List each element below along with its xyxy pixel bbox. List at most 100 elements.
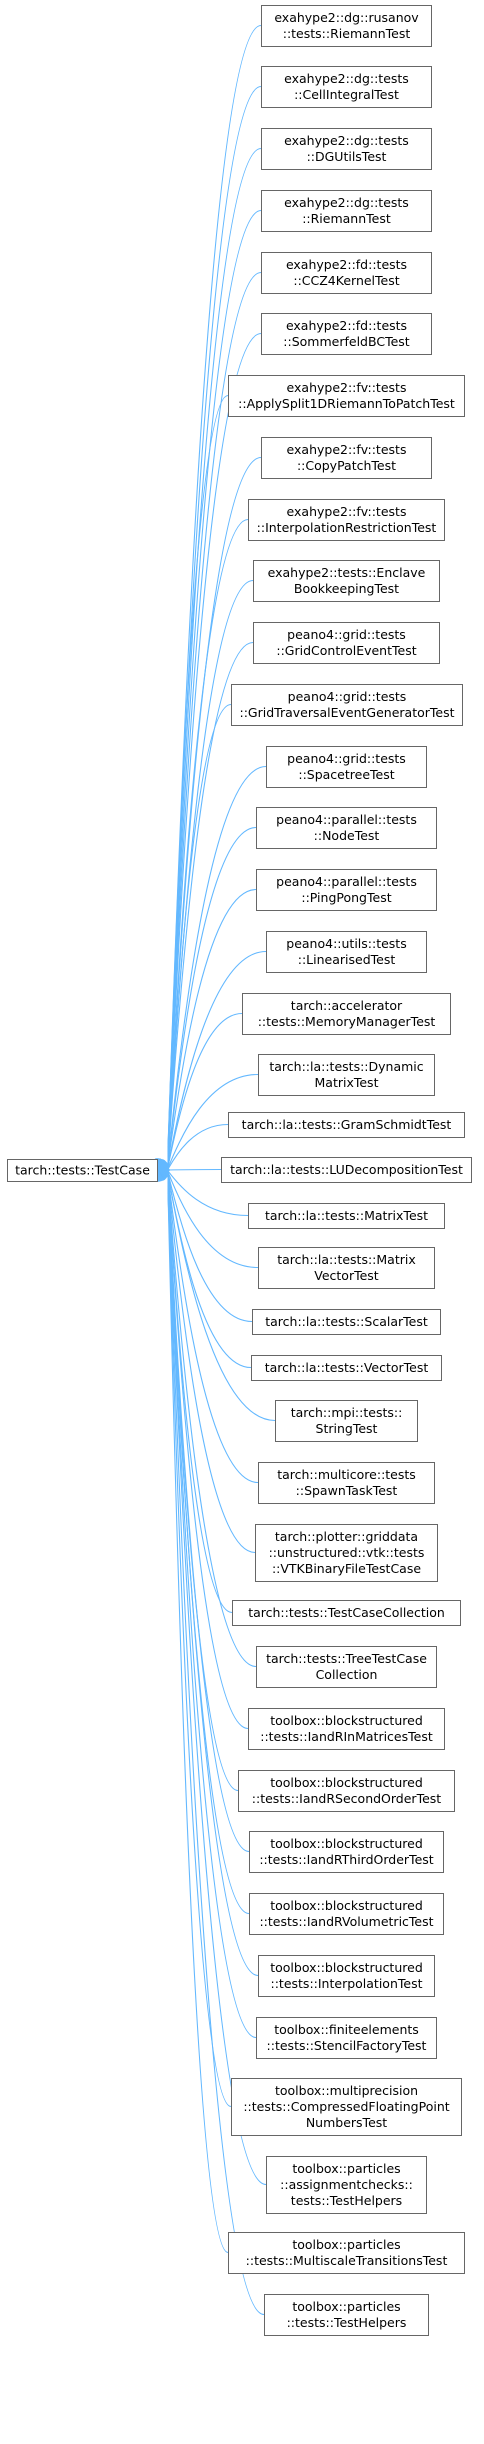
derived-class-node[interactable]: toolbox::blockstructured::tests::Interpo…: [258, 1955, 435, 1997]
inheritance-edge: [167, 1073, 259, 1169]
derived-class-node-label: ::tests::StencilFactoryTest: [267, 2038, 427, 2053]
derived-class-node[interactable]: toolbox::blockstructured::tests::IandRTh…: [249, 1831, 444, 1873]
derived-class-node-label: ::tests::TestHelpers: [287, 2315, 407, 2330]
derived-class-node-box: [258, 1462, 435, 1504]
derived-class-node-label: tarch::la::tests::MatrixTest: [265, 1208, 428, 1223]
derived-class-node[interactable]: toolbox::blockstructured::tests::IandRIn…: [248, 1708, 445, 1750]
inheritance-edge: [167, 1123, 229, 1170]
derived-class-node[interactable]: toolbox::particles::tests::MultiscaleTra…: [228, 2232, 465, 2274]
derived-class-node-label: ::tests::RiemannTest: [283, 26, 411, 41]
derived-class-node-label: ::PingPongTest: [301, 890, 391, 905]
inheritance-edge: [167, 209, 262, 1151]
derived-class-node-label: ::InterpolationRestrictionTest: [257, 520, 437, 535]
derived-class-node-box: [248, 1203, 445, 1229]
derived-class-node-label: tarch::accelerator: [291, 998, 403, 1013]
inheritance-edge: [167, 1191, 229, 2254]
derived-class-node[interactable]: exahype2::dg::tests::CellIntegralTest: [261, 66, 432, 108]
derived-class-node[interactable]: exahype2::dg::tests::RiemannTest: [261, 190, 432, 232]
inheritance-edge: [167, 1181, 249, 1730]
derived-class-node-box: [275, 1400, 418, 1442]
derived-class-node-box: [258, 1247, 435, 1289]
base-class[interactable]: tarch::tests::TestCase: [7, 1159, 158, 1182]
inheritance-edge: [167, 703, 232, 1161]
derived-class-node[interactable]: tarch::multicore::tests::SpawnTaskTest: [258, 1462, 435, 1504]
derived-class-node[interactable]: peano4::grid::tests::GridTraversalEventG…: [231, 684, 463, 726]
derived-class-node[interactable]: exahype2::fv::tests::CopyPatchTest: [261, 437, 432, 479]
derived-class-node-label: NumbersTest: [306, 2115, 387, 2130]
base-class-box: [7, 1159, 158, 1182]
derived-class-node-label: BookkeepingTest: [294, 581, 399, 596]
base-class-label: tarch::tests::TestCase: [15, 1163, 150, 1178]
derived-class-node-label: ::tests::CompressedFloatingPoint: [243, 2099, 449, 2114]
derived-class-node[interactable]: exahype2::fd::tests::SommerfeldBCTest: [261, 313, 432, 355]
derived-class-node-box: [248, 499, 445, 541]
derived-class-node[interactable]: tarch::mpi::tests::StringTest: [275, 1400, 418, 1442]
derived-class-node[interactable]: toolbox::blockstructured::tests::IandRVo…: [249, 1893, 444, 1935]
derived-class-node-label: tarch::la::tests::ScalarTest: [265, 1314, 428, 1329]
inheritance-edge: [167, 1172, 253, 1323]
derived-class-node[interactable]: peano4::grid::tests::GridControlEventTes…: [253, 622, 440, 664]
derived-class-node[interactable]: tarch::la::tests::ScalarTest: [252, 1309, 441, 1335]
derived-class-node[interactable]: toolbox::finiteelements::tests::StencilF…: [256, 2017, 437, 2059]
inheritance-edge: [167, 1192, 265, 2316]
derived-class-node-box: [266, 746, 427, 788]
derived-class-node-box: [228, 1112, 465, 1138]
derived-class-node[interactable]: tarch::la::tests::VectorTest: [251, 1355, 442, 1381]
derived-class-node[interactable]: peano4::utils::tests::LinearisedTest: [266, 931, 427, 973]
derived-class-node-box: [251, 1355, 442, 1381]
derived-class-node-box: [266, 931, 427, 973]
derived-class-node[interactable]: toolbox::multiprecision::tests::Compress…: [231, 2078, 462, 2136]
derived-class-node[interactable]: exahype2::fd::tests::CCZ4KernelTest: [261, 252, 432, 294]
derived-class-node-box: [228, 2232, 465, 2274]
derived-class-node-label: peano4::grid::tests: [287, 627, 406, 642]
derived-class-node-label: peano4::utils::tests: [286, 936, 406, 951]
derived-class-node-label: toolbox::blockstructured: [270, 1775, 423, 1790]
derived-class-node[interactable]: toolbox::particles::tests::TestHelpers: [264, 2294, 429, 2336]
derived-class-node[interactable]: exahype2::dg::tests::DGUtilsTest: [261, 128, 432, 170]
derived-class-node-label: ::tests::IandRSecondOrderTest: [252, 1791, 441, 1806]
derived-class-node[interactable]: exahype2::fv::tests::ApplySplit1DRiemann…: [228, 375, 465, 417]
derived-class-node[interactable]: tarch::la::tests::MatrixTest: [248, 1203, 445, 1229]
derived-class-node-label: exahype2::dg::tests: [284, 133, 409, 148]
derived-class-node[interactable]: exahype2::dg::rusanov::tests::RiemannTes…: [261, 5, 432, 47]
derived-class-node-label: toolbox::particles: [292, 2161, 400, 2176]
derived-class-node-label: toolbox::blockstructured: [270, 1960, 423, 1975]
derived-class-node-label: StringTest: [316, 1421, 378, 1436]
derived-class-node-box: [256, 807, 437, 849]
derived-class-node[interactable]: tarch::tests::TestCaseCollection: [232, 1600, 461, 1626]
derived-class-node-box: [252, 1309, 441, 1335]
inheritance-edge: [167, 394, 229, 1155]
derived-class-node-box: [261, 252, 432, 294]
derived-class-node-label: exahype2::fv::tests: [287, 380, 407, 395]
derived-class-node[interactable]: toolbox::particles::assignmentchecks::te…: [266, 2156, 427, 2214]
derived-class-node[interactable]: peano4::grid::tests::SpacetreeTest: [266, 746, 427, 788]
derived-class-node[interactable]: peano4::parallel::tests::PingPongTest: [256, 869, 437, 911]
derived-class-node-box: [228, 375, 465, 417]
derived-class-node[interactable]: peano4::parallel::tests::NodeTest: [256, 807, 437, 849]
derived-class-node[interactable]: exahype2::fv::tests::InterpolationRestri…: [248, 499, 445, 541]
derived-class-node-label: exahype2::fv::tests: [287, 442, 407, 457]
inheritance-edge: [167, 1012, 243, 1167]
derived-class-node-label: tarch::tests::TreeTestCase: [266, 1651, 427, 1666]
derived-class-node-label: ::tests::MultiscaleTransitionsTest: [246, 2253, 448, 2268]
base-class-node[interactable]: tarch::tests::TestCase: [7, 1159, 158, 1182]
derived-class-node-label: exahype2::fv::tests: [287, 504, 407, 519]
derived-class-node-label: ::DGUtilsTest: [307, 149, 387, 164]
derived-class-node-label: ::CCZ4KernelTest: [293, 273, 399, 288]
derived-class-node-label: tarch::multicore::tests: [277, 1467, 416, 1482]
inheritance-edge: [167, 641, 254, 1160]
derived-class-node[interactable]: tarch::la::tests::GramSchmidtTest: [228, 1112, 465, 1138]
derived-class-node[interactable]: tarch::plotter::griddata::unstructured::…: [255, 1524, 438, 1582]
derived-class-node[interactable]: tarch::la::tests::LUDecompositionTest: [221, 1157, 472, 1183]
inheritance-edge: [167, 332, 262, 1154]
derived-class-node-label: ::GridTraversalEventGeneratorTest: [239, 705, 454, 720]
inheritance-edge: [167, 888, 257, 1165]
derived-class-node[interactable]: toolbox::blockstructured::tests::IandRSe…: [238, 1770, 455, 1812]
derived-class-node[interactable]: tarch::accelerator::tests::MemoryManager…: [242, 993, 451, 1035]
inheritance-edges: [154, 24, 276, 2316]
